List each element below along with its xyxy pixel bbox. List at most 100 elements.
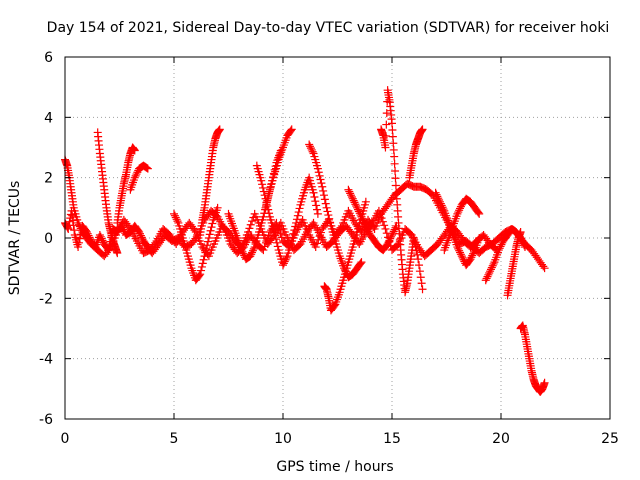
data-point	[311, 197, 320, 206]
data-point	[204, 234, 213, 242]
data-point	[74, 220, 83, 229]
data-point	[356, 211, 365, 220]
data-point	[130, 146, 139, 155]
data-point	[265, 209, 274, 218]
data-point	[359, 216, 368, 225]
data-point	[281, 255, 290, 264]
data-point	[381, 132, 390, 141]
data-point	[411, 242, 420, 251]
data-point	[317, 179, 326, 188]
data-point	[475, 209, 484, 218]
data-point	[246, 220, 255, 229]
data-point	[496, 242, 505, 251]
data-point	[414, 255, 423, 264]
data-point	[484, 270, 493, 279]
data-point	[351, 200, 360, 209]
data-point	[204, 237, 213, 246]
data-points	[61, 86, 549, 396]
data-point	[308, 147, 317, 156]
data-point	[353, 205, 362, 214]
data-point	[131, 171, 140, 180]
data-point	[358, 214, 367, 223]
data-point	[207, 223, 216, 232]
data-point	[75, 234, 84, 243]
data-point	[456, 250, 465, 259]
x-tick-label: 5	[170, 431, 179, 447]
data-point	[270, 227, 279, 236]
data-point	[489, 259, 498, 268]
axis-ticks: 0 5 10 15 20 25 -6 -4 -2 0 2 4 6	[39, 50, 619, 447]
data-point	[413, 250, 422, 259]
data-point	[390, 225, 399, 234]
series-s3	[93, 128, 122, 258]
data-point	[469, 249, 478, 258]
data-point	[258, 183, 267, 192]
data-point	[352, 202, 361, 211]
series-s13	[344, 185, 401, 255]
data-point	[74, 218, 83, 227]
data-point	[195, 271, 204, 280]
data-point	[439, 205, 448, 214]
data-point	[113, 249, 122, 258]
data-point	[386, 234, 395, 243]
data-point	[482, 274, 491, 283]
data-point	[143, 164, 152, 173]
data-point	[170, 209, 178, 218]
data-point	[520, 243, 529, 252]
series-s4	[113, 143, 139, 227]
data-point	[516, 227, 525, 236]
data-point	[190, 226, 199, 235]
data-point	[272, 235, 281, 244]
x-tick-label: 25	[601, 431, 619, 447]
data-point	[238, 247, 247, 256]
series-s20	[516, 321, 549, 396]
data-point	[64, 224, 73, 233]
data-point	[360, 220, 369, 229]
series-s6	[170, 203, 222, 285]
data-point	[74, 243, 83, 252]
data-point	[346, 189, 355, 198]
data-point	[454, 208, 463, 217]
data-point	[282, 253, 291, 262]
data-point	[68, 216, 77, 225]
data-point	[434, 194, 443, 203]
data-point	[410, 238, 419, 247]
data-point	[248, 246, 257, 255]
data-point	[289, 229, 298, 238]
data-point	[388, 229, 397, 238]
data-point	[383, 240, 392, 249]
data-point	[364, 227, 373, 236]
data-point	[319, 186, 328, 195]
y-tick-label: -2	[39, 291, 53, 307]
data-point	[391, 223, 400, 232]
data-point	[279, 259, 288, 268]
data-point	[353, 203, 362, 212]
data-point	[376, 210, 385, 219]
data-point	[74, 238, 83, 247]
series-s11	[305, 140, 366, 282]
data-point	[259, 187, 268, 196]
data-point	[263, 196, 272, 205]
data-point	[137, 233, 146, 242]
data-point	[197, 266, 206, 275]
data-point	[437, 201, 446, 210]
data-point	[540, 378, 549, 387]
y-tick-label: 2	[44, 171, 53, 187]
series-s7	[196, 125, 224, 239]
data-point	[65, 217, 74, 226]
data-point	[313, 164, 322, 173]
data-point	[539, 262, 548, 271]
series-s10	[261, 125, 296, 212]
data-point	[135, 227, 144, 236]
data-point	[387, 232, 396, 241]
data-point	[313, 239, 322, 248]
data-point	[361, 197, 370, 206]
data-point	[136, 231, 145, 240]
data-point	[323, 207, 332, 216]
data-point	[325, 214, 334, 223]
data-point	[377, 214, 386, 223]
data-point	[435, 195, 444, 204]
data-point	[459, 255, 468, 264]
data-point	[309, 188, 318, 197]
data-point	[294, 208, 303, 217]
